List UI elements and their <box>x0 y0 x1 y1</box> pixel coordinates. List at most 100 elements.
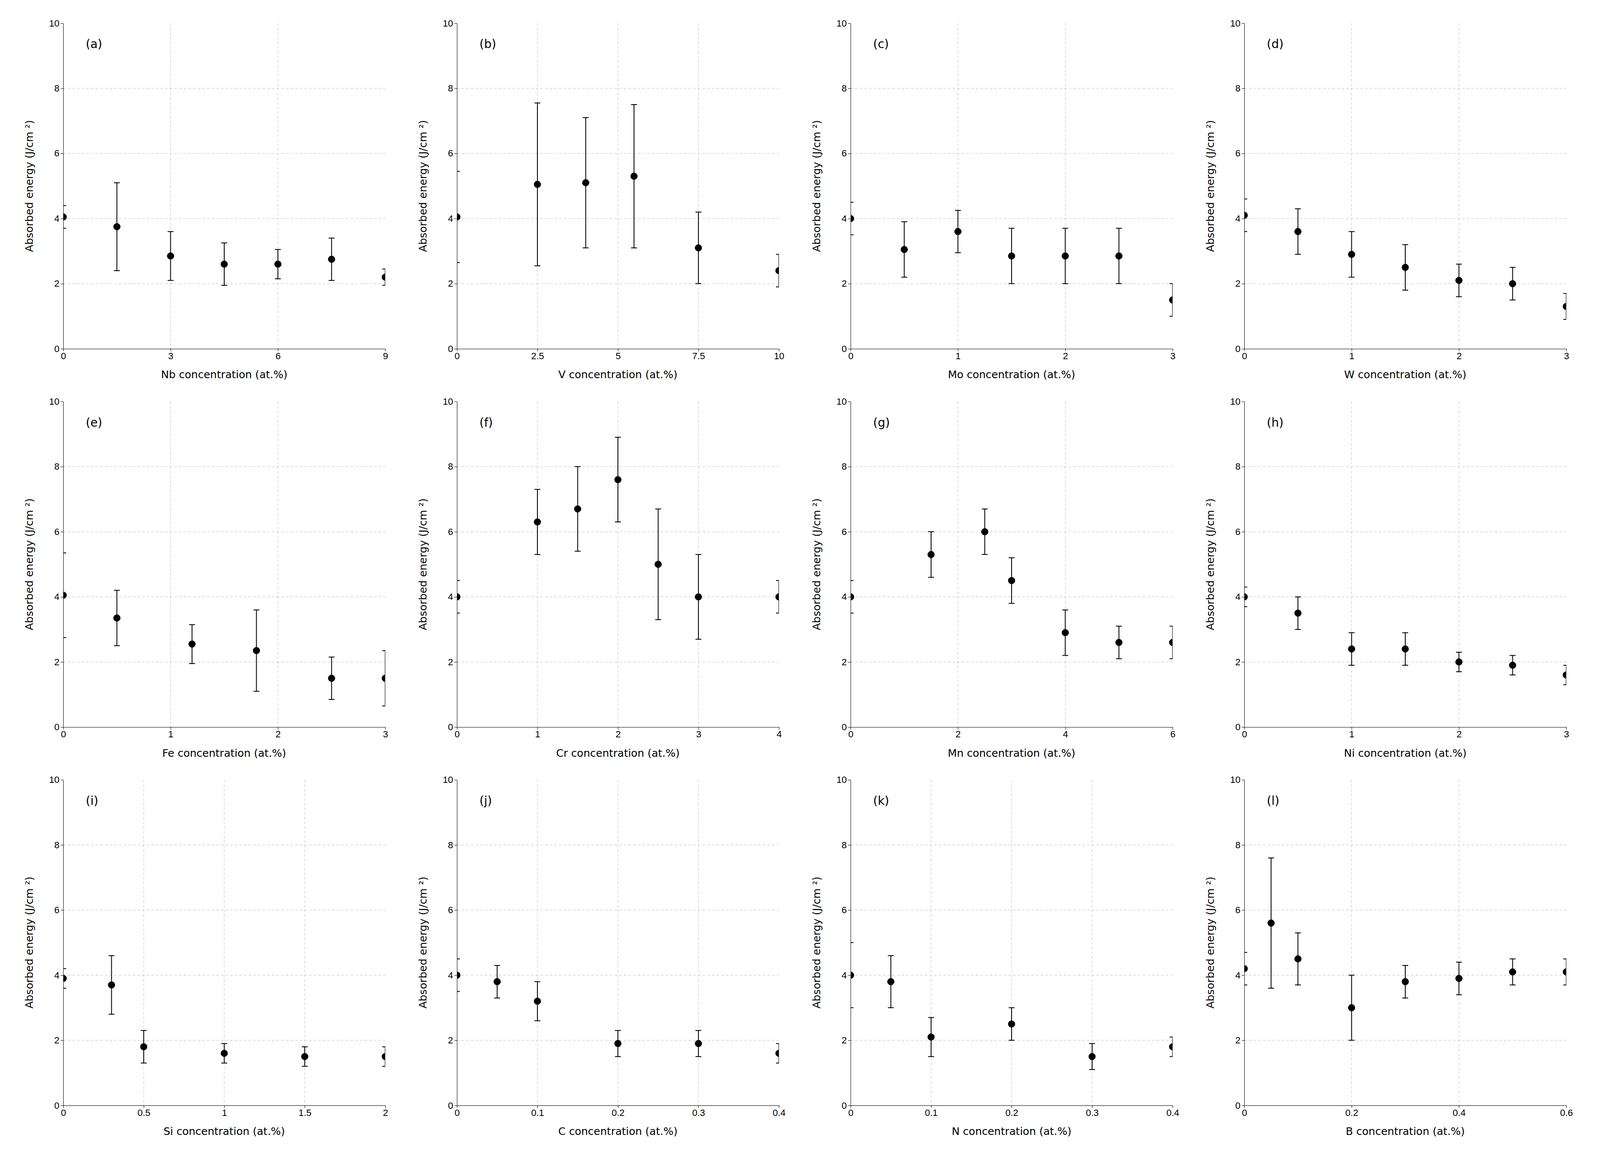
x-axis: 0123 <box>1241 727 1569 740</box>
tick-label: 2 <box>54 278 60 289</box>
error-bar <box>189 624 196 664</box>
error-bar <box>456 958 460 991</box>
tick: 8 <box>54 83 64 94</box>
error-bar <box>1244 587 1248 607</box>
tick: 8 <box>448 83 457 94</box>
panel: 01230246810Mo concentration (at.%)Absorb… <box>810 18 1176 382</box>
tick-mark <box>454 596 457 598</box>
tick-label: 0 <box>1235 343 1241 355</box>
tick: 0 <box>54 1100 64 1111</box>
panel: 01230246810Ni concentration (at.%)Absorb… <box>1204 396 1570 760</box>
tick: 0 <box>454 1105 460 1118</box>
tick: 2 <box>615 727 621 740</box>
y-axis-title: Absorbed energy (J/cm ²) <box>416 120 430 253</box>
tick: 0 <box>60 1105 66 1118</box>
point <box>695 1039 702 1047</box>
error-bar <box>1294 932 1301 986</box>
tick-label: 1 <box>168 728 174 740</box>
point <box>1401 263 1409 271</box>
tick: 2.5 <box>531 348 545 362</box>
point <box>850 214 854 222</box>
point <box>1169 296 1173 304</box>
error-bar <box>328 657 335 700</box>
grid-line <box>277 23 279 349</box>
tick: 4 <box>1235 213 1245 224</box>
y-axis-title: Absorbed energy (J/cm ²) <box>810 876 823 1009</box>
grid-line <box>63 661 386 663</box>
error-bar <box>1348 632 1355 666</box>
point <box>63 974 67 982</box>
tick-label: 0 <box>54 343 60 355</box>
tick-mark <box>454 1105 457 1106</box>
panel: 03690246810Nb concentration (at.%)Absorb… <box>23 18 389 382</box>
y-axis-line <box>1244 779 1245 1106</box>
tick-label: 2 <box>841 656 847 668</box>
y-axis-title: Absorbed energy (J/cm ²) <box>810 120 823 253</box>
point <box>108 981 116 988</box>
tick-label: 0 <box>841 1100 847 1111</box>
tick: 0 <box>848 348 854 362</box>
tick-label: 1 <box>221 1107 227 1118</box>
grid <box>456 401 779 727</box>
tick-mark <box>60 596 64 598</box>
point <box>927 1033 935 1041</box>
x-axis: 0369 <box>60 348 388 362</box>
grid <box>456 779 779 1106</box>
point <box>1509 968 1517 975</box>
x-axis-line <box>851 727 1174 728</box>
grid-line <box>850 153 1173 154</box>
marks <box>456 437 779 639</box>
error-bar <box>614 437 621 522</box>
tick-label: 6 <box>448 147 454 159</box>
tick: 0 <box>454 348 460 362</box>
tick-label: 2 <box>275 728 281 740</box>
tick: 6 <box>1235 147 1245 159</box>
error-bar <box>1294 596 1301 630</box>
grid-line <box>1244 153 1567 154</box>
grid-line <box>63 153 386 154</box>
panel-label: (f) <box>479 415 493 430</box>
tick-label: 2 <box>382 1107 388 1118</box>
point <box>1509 280 1517 288</box>
grid <box>1244 779 1567 1106</box>
tick: 0 <box>54 721 64 733</box>
point <box>1401 645 1409 653</box>
tick-label: 2 <box>1456 350 1462 362</box>
x-axis-title: Mo concentration (at.%) <box>947 368 1076 381</box>
error-bar <box>63 968 67 988</box>
tick-label: 8 <box>1235 839 1241 851</box>
tick: 6 <box>841 147 851 159</box>
error-bar <box>494 965 501 998</box>
tick: 2 <box>54 656 64 668</box>
tick-label: 0 <box>1235 721 1241 733</box>
tick: 0 <box>841 1100 851 1111</box>
point <box>850 593 854 601</box>
point <box>456 213 461 221</box>
tick-mark <box>454 1040 457 1041</box>
error-bar <box>1455 961 1462 995</box>
tick: 6 <box>54 904 64 916</box>
tick: 2 <box>275 727 281 740</box>
y-axis-line <box>850 23 852 349</box>
error-bar <box>850 202 854 235</box>
point <box>630 172 638 180</box>
point <box>1244 965 1248 972</box>
marks <box>63 955 386 1067</box>
tick: 0 <box>848 1105 854 1118</box>
grid <box>63 779 386 1106</box>
tick-label: 0 <box>848 728 854 740</box>
grid <box>63 401 386 727</box>
tick-mark <box>1241 910 1245 911</box>
tick-label: 2 <box>1235 1034 1241 1046</box>
grid <box>850 23 1173 349</box>
tick-mark <box>454 401 457 402</box>
tick: 0 <box>448 343 457 355</box>
panel-label: (l) <box>1266 793 1280 808</box>
tick: 4 <box>448 969 457 981</box>
marks <box>456 102 779 287</box>
y-axis: 0246810 <box>1230 774 1245 1111</box>
tick: 2 <box>448 656 457 668</box>
tick-label: 4 <box>1235 213 1241 224</box>
tick: 0.4 <box>1452 1105 1466 1118</box>
tick: 2 <box>841 278 851 289</box>
